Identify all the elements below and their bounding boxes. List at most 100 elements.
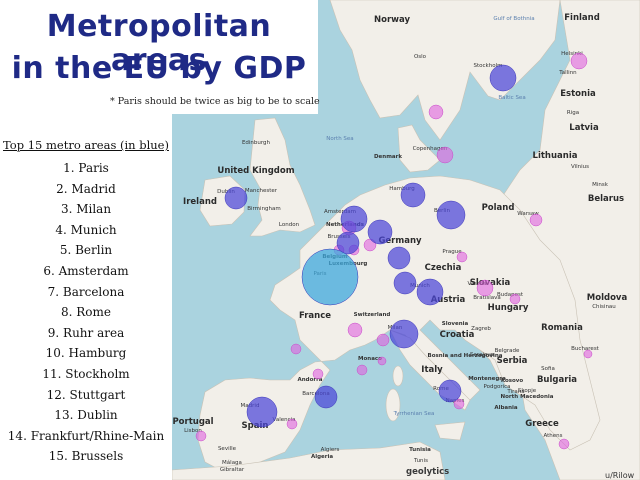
country-label-poland: Poland	[482, 203, 515, 213]
ranking-item: 12. Stuttgart	[46, 387, 126, 402]
city-label-bucharest: Bucharest	[571, 346, 600, 352]
credit-geolytics: geolytics	[406, 467, 449, 477]
sea-labels: North Sea Baltic Sea Tyrrhenian Sea Gulf of…	[326, 16, 534, 417]
gdp-circle-helsinki	[570, 52, 588, 70]
gdp-circle-brussels	[336, 231, 360, 255]
gdp-circle-munich	[416, 278, 444, 306]
city-label-malaga: Málaga	[222, 459, 242, 466]
gdp-circle-budapest	[509, 293, 521, 305]
ranking-item: 9. Ruhr area	[47, 325, 125, 340]
city-label-copenhagen: Copenhagen	[413, 146, 448, 152]
city-label-gibraltar: Gibraltar	[220, 467, 245, 473]
ranking-item: 13. Dublin	[54, 408, 118, 423]
title-line-1: Metropolitan areas	[46, 9, 272, 78]
country-label-austria: Austria	[431, 295, 466, 305]
country-label-algeria: Algeria	[311, 454, 333, 460]
city-label-minsk: Minsk	[592, 182, 609, 188]
ranking-item: 11. Stockholm	[42, 366, 130, 381]
country-label-north-macedonia: North Macedonia	[501, 394, 554, 400]
country-label-switzerland: Switzerland	[354, 312, 391, 318]
ranking-item: 6. Amsterdam	[43, 263, 129, 278]
city-label-helsinki: Helsinki	[561, 51, 583, 57]
ranking-item: 8. Rome	[60, 305, 111, 320]
gdp-circle-turin	[376, 333, 390, 347]
country-label-lithuania: Lithuania	[533, 151, 578, 161]
country-label-estonia: Estonia	[560, 89, 596, 99]
city-label-tirana: Tirana	[506, 389, 524, 395]
country-label-spain: Spain	[242, 421, 269, 431]
city-label-sarajevo: Sarajevo	[470, 352, 495, 358]
sardinia-landmass	[385, 388, 401, 422]
ranking-item: 10. Hamburg	[45, 346, 127, 361]
country-label-monaco: Monaco	[358, 356, 382, 362]
gdp-circle-bucharest	[583, 349, 593, 359]
great-britain-landmass	[249, 117, 316, 237]
gdp-circle-stuttgart	[393, 271, 417, 295]
scandinavia-landmass	[329, 0, 561, 141]
country-label-greece: Greece	[525, 419, 559, 429]
city-label-hamburg: Hamburg	[389, 186, 415, 192]
country-label-portugal: Portugal	[172, 417, 213, 427]
gdp-circle-vienna	[476, 279, 494, 297]
city-label-seville: Seville	[218, 446, 237, 452]
gdp-circle-milan	[389, 319, 419, 349]
country-label-norway: Norway	[374, 15, 410, 25]
ranking-item: 3. Milan	[60, 202, 112, 217]
country-label-croatia: Croatia	[440, 330, 475, 340]
city-label-bratislava: Bratislava	[473, 295, 500, 301]
country-label-czechia: Czechia	[425, 263, 462, 273]
gdp-circle-athens	[558, 438, 570, 450]
city-label-tallinn: Tallinn	[558, 70, 577, 76]
city-label-podgorica: Podgorica	[483, 384, 510, 390]
gdp-circle-berlin	[436, 200, 466, 230]
country-label-andorra: Andorra	[297, 377, 322, 383]
city-label-london: London	[279, 222, 300, 228]
ranking-item: 15. Brussels	[48, 449, 124, 464]
city-label-sofia: Sofia	[541, 366, 555, 372]
gdp-circle-rome	[438, 379, 462, 403]
city-label-dublin: Dublin	[217, 189, 235, 195]
gdp-circle-naples	[453, 398, 465, 410]
country-label-moldova: Moldova	[587, 293, 628, 303]
ranking-list: 1. Paris 2. Madrid 3. Milan 4. Munich 5.…	[0, 158, 172, 467]
city-label-amsterdam: Amsterdam	[324, 209, 356, 215]
country-label-bosnia-and-herzegovina: Bosnia and Herzegovina	[428, 353, 503, 359]
city-label-oslo: Oslo	[414, 54, 427, 60]
country-label-slovenia: Slovenia	[442, 321, 469, 327]
country-label-france: France	[299, 311, 331, 321]
ranking-heading: Top 15 metro areas (in blue)	[3, 138, 169, 152]
country-label-tunisia: Tunisia	[409, 447, 431, 453]
city-label-lisbon: Lisbon	[184, 428, 202, 434]
ranking-item: 7. Barcelona	[47, 284, 125, 299]
sea-label-gulf-of-bothnia: Gulf of Bothnia	[493, 16, 534, 22]
country-label-germany: Germany	[378, 236, 422, 246]
city-label-manchester: Manchester	[245, 188, 278, 194]
country-label-ireland: Ireland	[183, 197, 217, 207]
gdp-circles	[195, 52, 593, 450]
ranking-panel: Top 15 metro areas (in blue) 1. Paris 2.…	[0, 114, 172, 480]
subtitle-note: * Paris should be twice as big to be to …	[110, 96, 320, 107]
city-label-zagreb: Zagreb	[471, 326, 491, 332]
corsica-landmass	[392, 365, 404, 387]
sea-label-baltic-sea: Baltic Sea	[498, 95, 525, 101]
city-label-warsaw: Warsaw	[517, 211, 539, 217]
gdp-circle-valencia	[286, 418, 298, 430]
country-label-kosovo: Kosovo	[501, 378, 524, 384]
city-label-chisinau: Chisinau	[592, 304, 616, 310]
gdp-circle-bordeaux	[290, 343, 302, 355]
sicily-landmass	[434, 421, 466, 441]
gdp-circle-toulouse	[312, 368, 324, 380]
title-line-2: in the EU by GDP	[11, 51, 307, 86]
gdp-circle-dublin	[224, 186, 248, 210]
gdp-circle-paris	[301, 248, 359, 306]
sea-label-north-sea: North Sea	[326, 136, 353, 142]
credit-author: u/Rilow	[605, 471, 635, 480]
gdp-circle-marseille	[356, 364, 368, 376]
gdp-circle-lyon	[347, 322, 363, 338]
gdp-circle-frankfurt-rhine-main	[387, 246, 411, 270]
country-label-bulgaria: Bulgaria	[537, 375, 577, 385]
country-label-hungary: Hungary	[488, 303, 529, 313]
gdp-circle-barcelona	[314, 385, 338, 409]
city-label-edinburgh: Edinburgh	[242, 140, 271, 146]
